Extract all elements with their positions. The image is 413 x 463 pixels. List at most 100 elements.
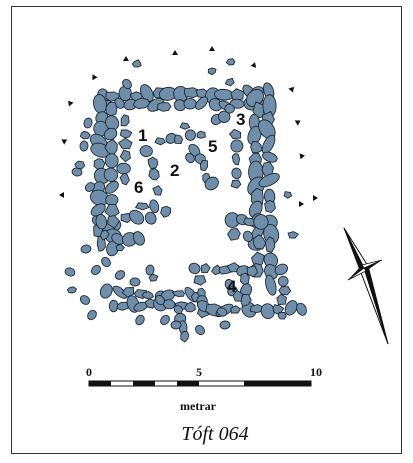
- stone-173: [224, 103, 235, 114]
- stone-120: [188, 262, 201, 275]
- stone-208: [160, 314, 170, 326]
- stone-59: [250, 141, 263, 154]
- marker-triangle: [123, 56, 129, 61]
- stone-86: [107, 215, 121, 230]
- stone-212: [170, 320, 182, 330]
- stone-160: [152, 185, 163, 196]
- stone-150: [232, 289, 243, 302]
- stone-115: [144, 298, 156, 309]
- boundary-markers: [59, 46, 318, 207]
- stone-214: [216, 307, 228, 317]
- marker-triangle: [250, 62, 257, 68]
- stone-216: [122, 78, 132, 90]
- marker-triangle: [294, 120, 301, 126]
- stone-89: [144, 211, 157, 225]
- stone-146: [278, 286, 292, 296]
- stone-144: [274, 263, 289, 276]
- stone-100: [252, 234, 267, 250]
- stone-98: [227, 228, 241, 241]
- stone-101: [99, 283, 113, 299]
- stone-102: [112, 285, 128, 299]
- stone-161: [154, 137, 166, 146]
- stone-203: [155, 294, 165, 306]
- stone-210: [219, 320, 231, 330]
- room-label-1: 1: [138, 126, 147, 145]
- stone-162: [165, 132, 177, 144]
- stone-58: [247, 125, 262, 145]
- stone-185: [180, 331, 190, 343]
- stone-74: [262, 151, 278, 163]
- stone-181: [160, 205, 172, 218]
- marker-triangle: [313, 195, 318, 201]
- stone-176: [231, 153, 241, 166]
- stone-188: [79, 295, 91, 305]
- stone-218: [91, 264, 101, 276]
- stone-43: [105, 102, 118, 117]
- stone-198: [131, 59, 142, 68]
- stone-193: [114, 270, 126, 280]
- marker-triangle: [288, 86, 294, 93]
- marker-triangle: [92, 74, 98, 81]
- stone-49: [104, 180, 119, 194]
- marker-triangle: [68, 100, 74, 107]
- stone-121: [200, 263, 211, 274]
- stone-23: [183, 97, 197, 110]
- figure-frame: [11, 6, 402, 454]
- stone-201: [283, 191, 293, 199]
- stone-105: [141, 291, 154, 300]
- stone-46: [104, 139, 118, 156]
- stone-55: [245, 88, 264, 108]
- room-label-2: 2: [170, 161, 179, 180]
- stone-25: [208, 98, 223, 112]
- stone-90: [99, 229, 110, 241]
- stone-111: [108, 299, 119, 313]
- stone-141: [240, 272, 250, 286]
- stone-194: [83, 117, 93, 129]
- stone-22: [173, 99, 187, 112]
- stone-97: [253, 214, 269, 230]
- stone-153: [117, 137, 133, 150]
- stone-202: [287, 231, 299, 239]
- scale-unit-label: metrar: [180, 399, 217, 413]
- stone-180: [149, 199, 160, 214]
- room-label-4: 4: [227, 277, 237, 296]
- stone-138: [272, 304, 285, 315]
- stone-220: [185, 152, 195, 164]
- stone-93: [132, 231, 145, 246]
- stone-155: [116, 162, 131, 175]
- stone-204: [129, 277, 141, 287]
- stone-154: [119, 149, 131, 163]
- stone-196: [74, 160, 86, 170]
- figure-caption: Tóft 064: [181, 423, 248, 445]
- stone-140: [296, 302, 307, 316]
- stone-103: [121, 287, 134, 298]
- stone-213: [277, 311, 287, 320]
- stone-206: [148, 273, 159, 282]
- stone-159: [148, 167, 160, 181]
- stone-99: [242, 230, 254, 242]
- stone-164: [184, 129, 196, 141]
- stone-190: [64, 267, 76, 277]
- stone-96: [243, 217, 256, 227]
- stone-139: [284, 300, 298, 316]
- stone-156: [119, 172, 130, 186]
- stone-209: [195, 324, 205, 336]
- scale-tick-10: 10: [310, 365, 322, 379]
- stone-207: [135, 314, 145, 326]
- stone-147: [276, 293, 288, 305]
- stone-field: [64, 58, 307, 343]
- stone-143: [240, 293, 252, 307]
- stone-170: [204, 176, 219, 191]
- stone-205: [145, 264, 155, 276]
- stone-179: [134, 202, 150, 211]
- stone-151: [120, 114, 130, 127]
- marker-triangle: [61, 139, 68, 145]
- stone-145: [277, 275, 289, 287]
- stone-165: [196, 130, 206, 139]
- stone-199: [207, 67, 217, 76]
- stone-195: [79, 140, 89, 152]
- marker-triangle: [59, 192, 64, 198]
- room-label-6: 6: [134, 178, 143, 197]
- stone-157: [139, 145, 153, 158]
- room-label-5: 5: [208, 137, 217, 156]
